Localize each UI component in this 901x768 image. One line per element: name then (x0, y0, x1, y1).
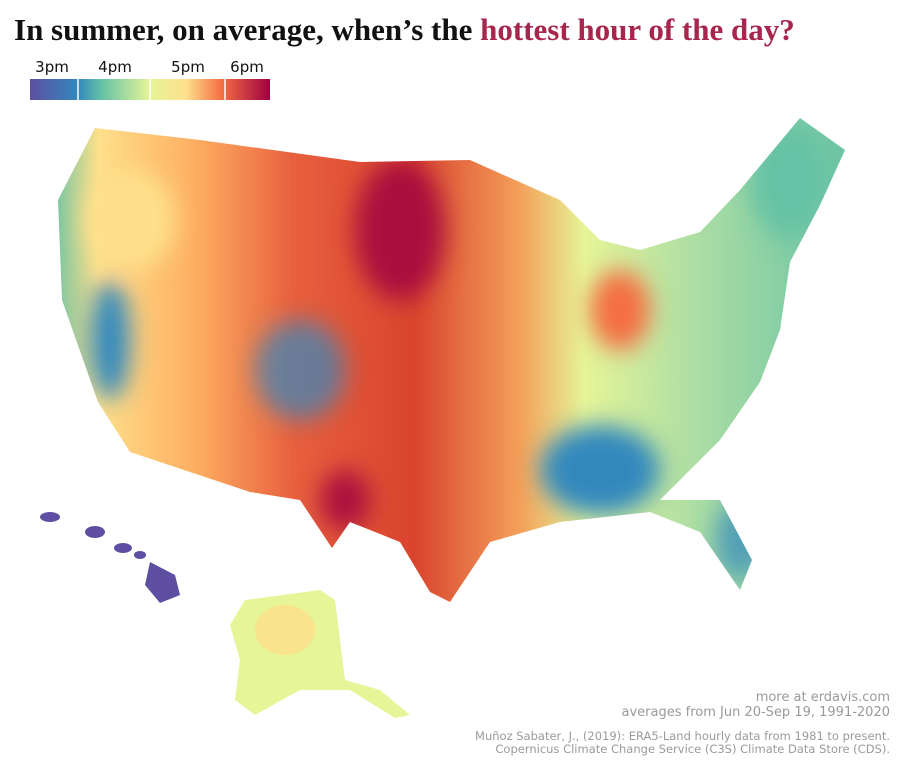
title: In summer, on average, when’s the hottes… (14, 12, 795, 47)
credit-period: averages from Jun 20-Sep 19, 1991-2020 (622, 705, 891, 720)
title-highlight: hottest hour of the day? (480, 12, 795, 47)
credit-source: Copernicus Climate Change Service (C3S) … (495, 742, 890, 756)
legend-label: 6pm (230, 58, 264, 76)
hawaii (40, 512, 180, 603)
title-text: In summer, on average, when’s the (14, 12, 480, 47)
legend-label: 3pm (35, 58, 69, 76)
credit-source: Muñoz Sabater, J., (2019): ERA5-Land hou… (475, 729, 890, 743)
alaska (230, 590, 410, 718)
legend-label: 4pm (98, 58, 132, 76)
us-map (58, 118, 845, 602)
legend-label: 5pm (171, 58, 205, 76)
credit-site: more at erdavis.com (756, 690, 890, 705)
legend-separators (77, 79, 226, 100)
